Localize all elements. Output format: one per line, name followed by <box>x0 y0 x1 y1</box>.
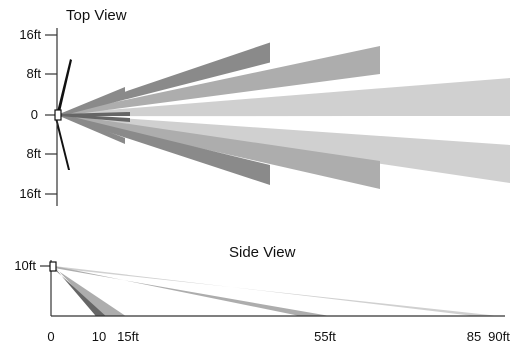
top-view-beam-near-upper <box>60 42 270 117</box>
side-view-y-tick-label: 10ft <box>14 258 36 273</box>
top-view-beams <box>60 42 510 189</box>
side-view-x-tick-label: 0 <box>47 329 54 344</box>
side-view-x-tick-label: 15ft <box>117 329 139 344</box>
top-view-tick-label: 8ft <box>27 66 42 81</box>
top-view-edge-lower <box>55 118 70 170</box>
side-view-x-ticks: 0 10 15ft 55ft 85 90ft <box>47 329 510 344</box>
side-view-sensor-icon <box>49 261 57 272</box>
side-view-x-tick-label: 90ft <box>488 329 510 344</box>
side-view-beams <box>54 266 499 316</box>
top-view-beam-mid-lower <box>60 113 380 189</box>
top-view-beam-near-lower <box>60 113 270 185</box>
top-view-y-ticks: 16ft 8ft 0 8ft 16ft <box>19 27 57 201</box>
top-view-tick-label: 16ft <box>19 186 41 201</box>
top-view-center-ray <box>60 114 130 122</box>
top-view-tick-label: 0 <box>31 107 38 122</box>
side-view-x-tick-label: 55ft <box>314 329 336 344</box>
top-view-beam-mid-upper <box>60 46 380 117</box>
side-view-title: Side View <box>229 244 296 261</box>
top-view-beam-far-upper <box>60 78 510 117</box>
top-view-tick-label: 16ft <box>19 27 41 42</box>
top-view-beam-short-upper <box>60 87 125 117</box>
top-view-tick-label: 8ft <box>27 146 42 161</box>
top-view-sensor-icon <box>54 109 62 121</box>
top-view-beam-short-lower <box>60 113 125 144</box>
top-view-title: Top View <box>66 7 127 24</box>
top-view-edge-upper <box>57 59 72 112</box>
side-view-x-tick-label: 85 <box>467 329 481 344</box>
side-view-x-tick-label: 10 <box>92 329 106 344</box>
